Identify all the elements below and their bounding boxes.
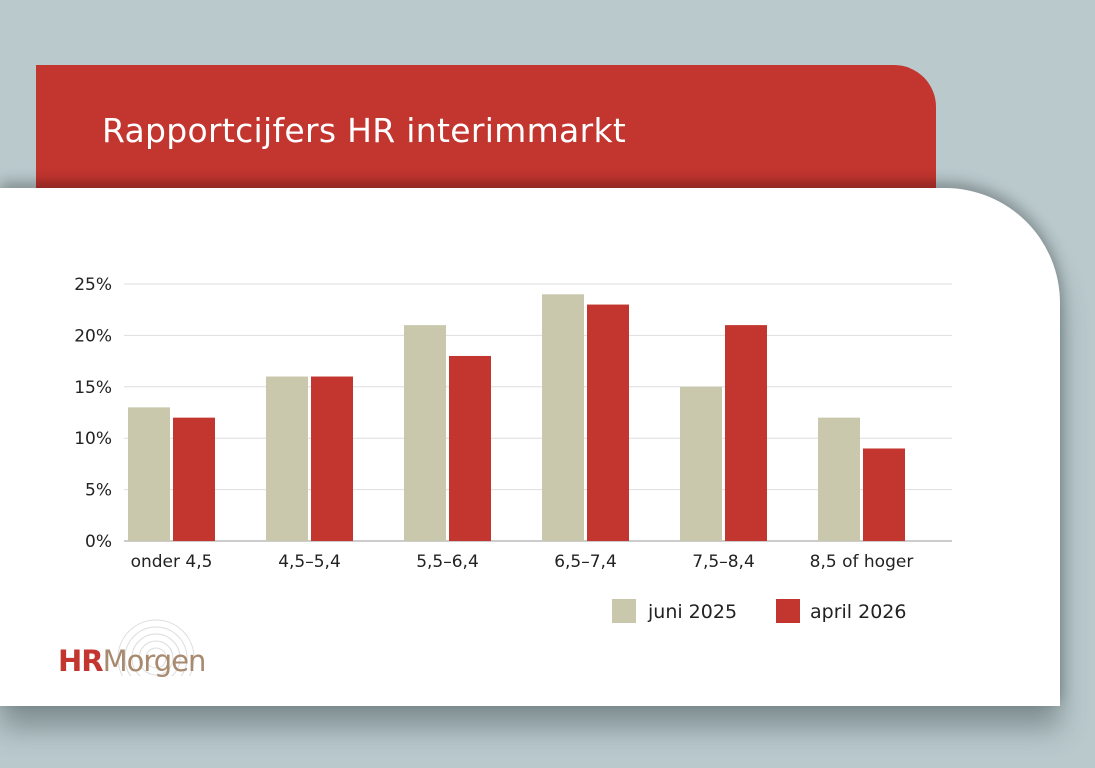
bar-april-2026 <box>587 304 629 541</box>
chart-title: Rapportcijfers HR interimmarkt <box>102 111 627 150</box>
bar-april-2026 <box>449 355 491 541</box>
x-tick-label: 6,5–7,4 <box>554 552 617 572</box>
logo-morgen-text: Morgen <box>102 644 207 678</box>
bar-april-2026 <box>863 448 905 541</box>
legend-label: april 2026 <box>810 601 906 623</box>
x-tick-label: 7,5–8,4 <box>692 552 755 572</box>
bar-juni-2025 <box>266 376 308 541</box>
bar-april-2026 <box>173 417 215 541</box>
header-banner: Rapportcijfers HR interimmarkt <box>36 65 936 205</box>
logo-wordmark: HRMorgen <box>58 644 207 678</box>
bar-juni-2025 <box>128 407 170 541</box>
bar-juni-2025 <box>542 294 584 541</box>
y-tick-label: 5% <box>85 481 112 501</box>
bar-chart: 0% 5% 10% 15% 20% 25% onder 4,5 4,5–5,4 5,5–6,4 6… <box>74 275 952 623</box>
x-tick-label: 5,5–6,4 <box>416 552 479 572</box>
legend-swatch <box>612 599 636 623</box>
y-tick-label: 0% <box>85 532 112 552</box>
x-tick-label: 4,5–5,4 <box>278 552 341 572</box>
y-tick-label: 20% <box>74 326 112 346</box>
bar-april-2026 <box>725 325 767 541</box>
logo-hr-text: HR <box>58 644 104 678</box>
y-tick-label: 25% <box>74 275 112 295</box>
bar-april-2026 <box>311 376 353 541</box>
hrmorgen-logo: HRMorgen <box>58 619 238 688</box>
y-tick-label: 10% <box>74 429 112 449</box>
legend-label: juni 2025 <box>647 601 737 623</box>
x-tick-label: onder 4,5 <box>131 552 213 572</box>
chart-card: 0% 5% 10% 15% 20% 25% onder 4,5 4,5–5,4 5,5–6,4 6… <box>0 188 1060 706</box>
bar-juni-2025 <box>680 386 722 541</box>
bar-juni-2025 <box>404 325 446 541</box>
x-tick-label: 8,5 of hoger <box>810 552 914 572</box>
legend-swatch <box>776 599 800 623</box>
bar-juni-2025 <box>818 417 860 541</box>
y-tick-label: 15% <box>74 378 112 398</box>
logo-rings-icon <box>117 619 195 676</box>
